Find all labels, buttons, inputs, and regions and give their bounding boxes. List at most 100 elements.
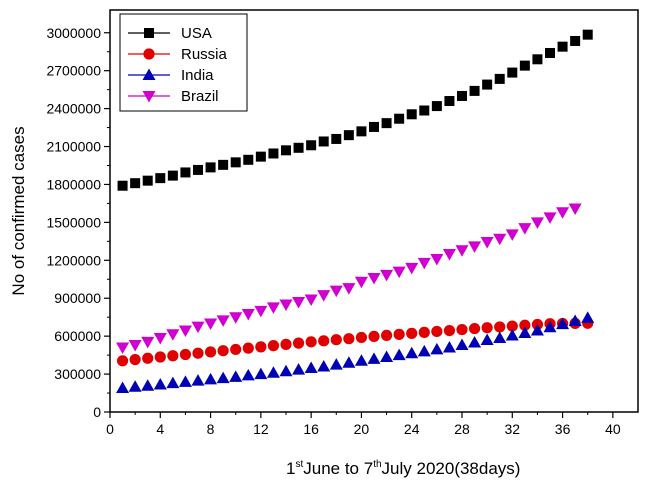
data-point-india [141, 379, 155, 391]
data-point-russia [355, 331, 368, 344]
data-point-brazil [116, 342, 130, 355]
data-point-india [317, 359, 331, 372]
x-tick-label: 12 [253, 421, 269, 437]
data-point-russia [343, 333, 355, 345]
data-point-brazil [304, 294, 318, 306]
data-point-russia [506, 320, 518, 332]
data-point-usa [406, 109, 417, 120]
data-point-usa [155, 173, 166, 184]
data-point-usa [293, 142, 304, 153]
data-point-brazil [505, 229, 519, 241]
x-tick-label: 16 [303, 421, 319, 437]
data-point-brazil [317, 290, 331, 302]
data-point-russia [368, 330, 380, 343]
data-point-brazil [493, 233, 507, 246]
data-point-russia [242, 342, 254, 354]
legend-label-brazil: Brazil [181, 88, 219, 105]
legend-marker-brazil [142, 91, 156, 103]
data-point-russia [494, 321, 506, 333]
data-point-russia [142, 352, 154, 364]
data-point-india [417, 344, 431, 357]
data-point-india [304, 361, 318, 374]
data-point-russia [431, 325, 443, 338]
legend-label-russia: Russia [181, 46, 228, 63]
data-point-russia [217, 345, 229, 357]
data-point-usa [318, 136, 329, 147]
y-tick-label: 300000 [54, 366, 101, 382]
data-point-brazil [380, 269, 394, 282]
data-point-india [505, 329, 519, 341]
data-point-india [367, 352, 381, 364]
y-tick-label: 0 [93, 404, 101, 420]
data-point-india [455, 338, 469, 350]
legend-marker-india [142, 68, 156, 80]
data-point-brazil [530, 217, 544, 229]
data-point-india [166, 376, 180, 389]
data-point-usa [205, 162, 216, 173]
x-tick-label: 4 [156, 421, 164, 437]
data-point-india [204, 372, 218, 385]
data-point-usa [570, 35, 581, 46]
data-point-usa [394, 113, 405, 124]
data-point-india [191, 374, 205, 386]
x-tick-label: 40 [605, 421, 621, 437]
y-tick-label: 3000000 [46, 25, 101, 41]
data-point-usa [369, 121, 379, 132]
data-point-india [342, 356, 356, 368]
data-point-usa [419, 105, 430, 116]
data-point-india [178, 375, 192, 387]
data-point-brazil [568, 203, 582, 215]
y-axis-title: No of confirmed cases [9, 126, 28, 295]
legend-marker-russia [143, 48, 155, 60]
data-point-india [405, 346, 419, 359]
data-point-usa [243, 154, 254, 165]
data-point-russia [204, 346, 217, 358]
data-point-usa [444, 96, 455, 107]
data-point-russia [456, 323, 468, 336]
data-point-brazil [442, 248, 456, 261]
data-point-india [430, 342, 444, 355]
data-point-usa [343, 130, 354, 141]
data-point-usa [431, 101, 442, 112]
x-axis-title-part-1: 1 [286, 459, 295, 478]
data-point-brazil [166, 329, 180, 341]
data-point-india [581, 311, 595, 323]
data-point-brazil [191, 321, 205, 334]
x-tick-label: 28 [454, 421, 470, 437]
data-point-brazil [354, 276, 368, 289]
data-point-brazil [128, 340, 142, 352]
y-tick-label: 2700000 [46, 63, 101, 79]
data-point-russia [267, 340, 280, 352]
data-point-russia [167, 350, 179, 362]
data-point-usa [482, 79, 493, 90]
x-tick-label: 24 [404, 421, 420, 437]
data-point-usa [381, 118, 392, 129]
data-point-usa [331, 133, 342, 144]
data-point-russia [481, 322, 493, 334]
legend-items: USA Russia India Brazil [128, 25, 228, 105]
data-point-brazil [204, 318, 218, 331]
data-point-russia [255, 341, 267, 353]
data-point-usa [167, 170, 178, 181]
data-point-india [329, 358, 343, 370]
legend-label-india: India [181, 67, 214, 84]
legend-marker-usa [144, 28, 154, 38]
x-tick-label: 36 [555, 421, 571, 437]
data-point-brazil [153, 333, 167, 345]
x-tick-label: 8 [207, 421, 215, 437]
data-point-india [229, 370, 243, 382]
data-point-brazil [216, 315, 230, 327]
data-point-russia [179, 348, 192, 361]
data-point-usa [582, 29, 593, 40]
y-tick-label: 2400000 [46, 101, 101, 117]
data-point-usa [532, 54, 543, 65]
data-point-brazil [254, 305, 268, 318]
data-point-usa [519, 60, 530, 71]
data-point-usa [469, 85, 480, 96]
series-russia [116, 317, 594, 367]
data-point-usa [557, 41, 568, 52]
data-point-india [292, 363, 306, 375]
data-point-usa [142, 175, 153, 186]
data-point-brazil [266, 302, 280, 314]
